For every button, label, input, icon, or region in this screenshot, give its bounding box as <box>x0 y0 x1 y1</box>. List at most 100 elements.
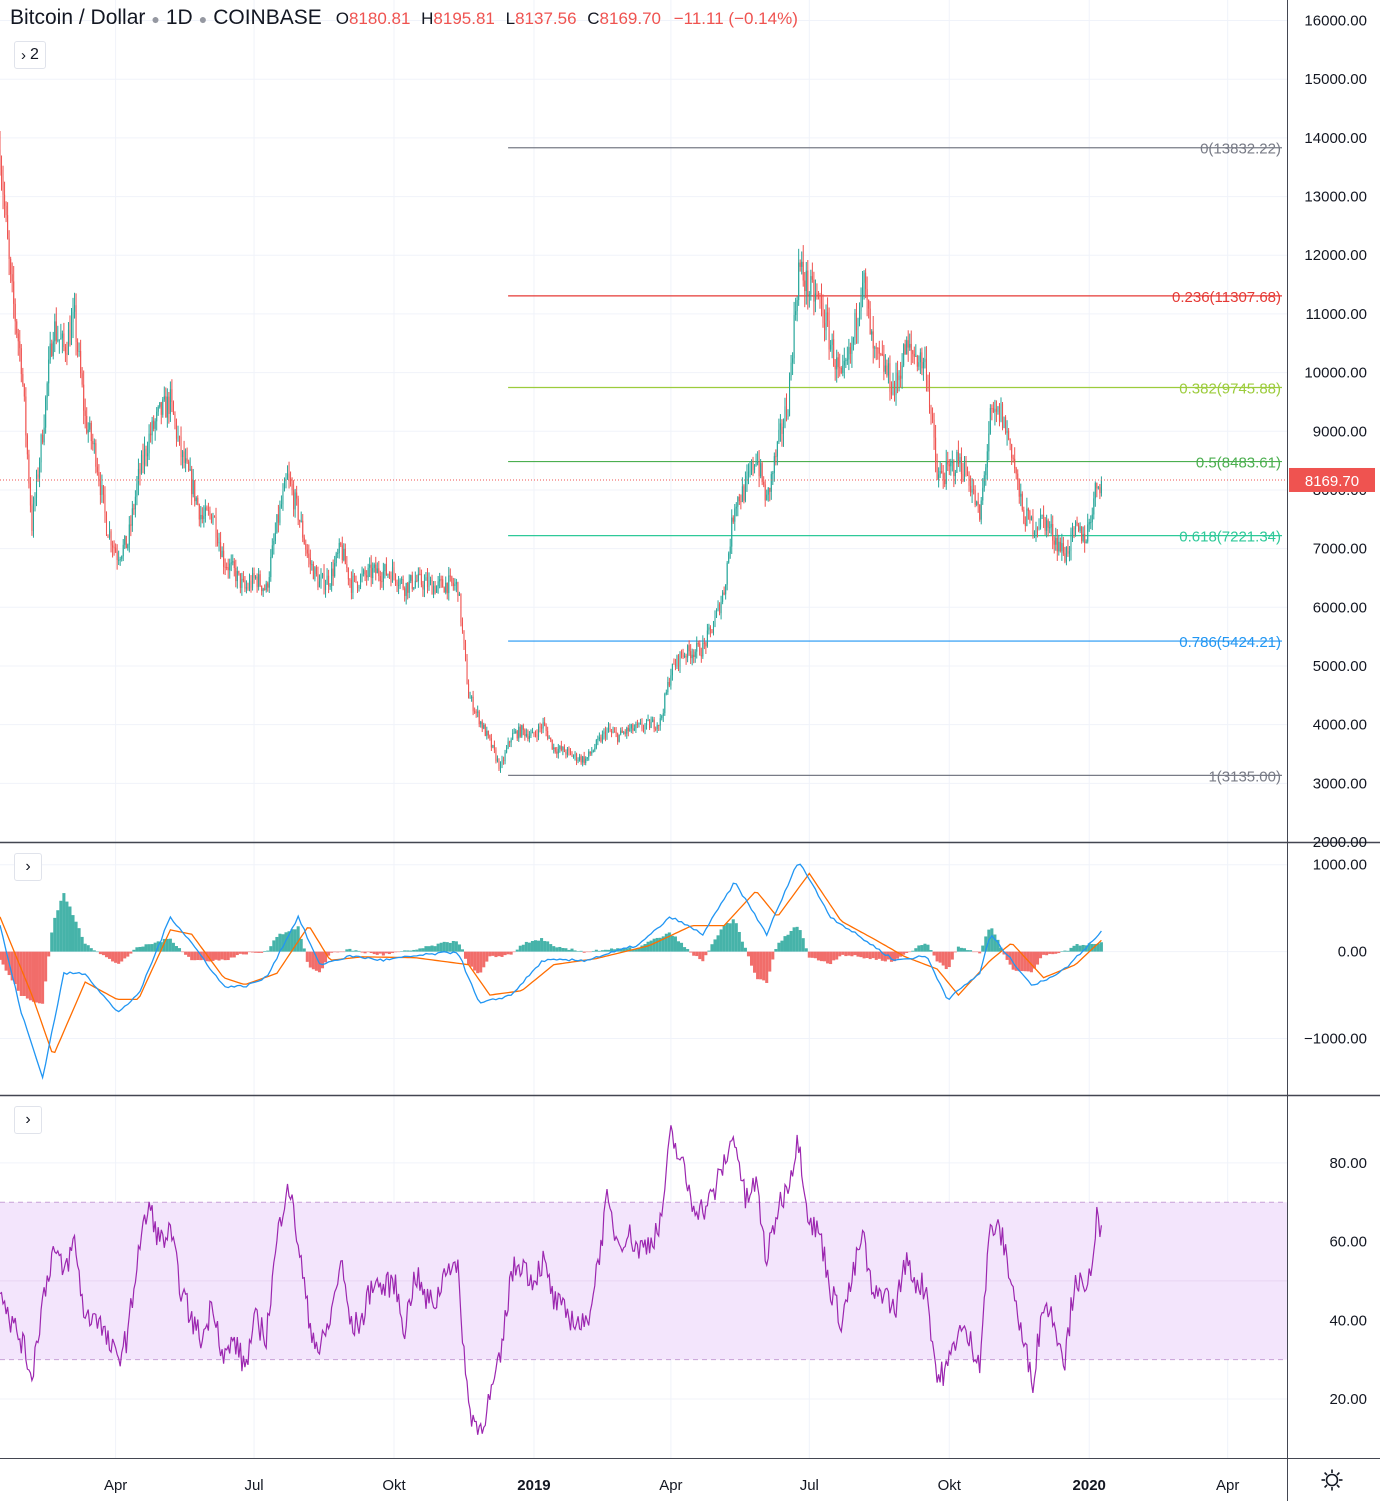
macd-histogram-bar <box>223 951 227 961</box>
candle <box>1023 506 1025 525</box>
candle-body <box>632 724 634 731</box>
candle <box>63 322 65 352</box>
candle <box>760 459 762 479</box>
macd-histogram-bar <box>247 951 252 953</box>
candle-body <box>1070 531 1072 552</box>
fibonacci-retracement[interactable]: 0(13832.22)0.236(11307.68)0.382(9745.88)… <box>508 141 1282 786</box>
candle-body <box>271 545 273 557</box>
candle <box>548 735 550 739</box>
candle-body <box>150 433 152 436</box>
candle-body <box>147 453 149 457</box>
candle <box>436 585 438 593</box>
candle <box>986 444 988 480</box>
rsi-legend-toggle-button[interactable]: › <box>14 1106 42 1134</box>
macd-histogram-bar <box>108 951 112 959</box>
candle <box>213 515 216 518</box>
candle <box>69 315 71 347</box>
candle <box>656 722 658 733</box>
candle <box>239 573 241 594</box>
candle <box>347 567 349 586</box>
candle-body <box>338 542 340 554</box>
candle-body <box>577 760 579 762</box>
candle-body <box>1008 430 1010 440</box>
candle <box>600 734 602 743</box>
candle <box>233 558 235 577</box>
symbol-legend[interactable]: Bitcoin / Dollar ● 1D ● COINBASE O8180.8… <box>10 6 798 30</box>
candle-body <box>554 747 556 752</box>
candle-body <box>464 643 467 659</box>
macd-histogram-bar <box>829 951 833 965</box>
time-axis[interactable]: Apr Jul Okt 2019 Apr Jul Okt 2020 Apr <box>104 1477 1239 1494</box>
chart-settings-button[interactable] <box>1318 1466 1346 1494</box>
exchange-label: COINBASE <box>213 6 322 29</box>
candle <box>67 322 69 356</box>
candle <box>99 472 101 505</box>
candle-body <box>656 724 658 729</box>
candle <box>893 380 896 402</box>
candle-body <box>509 741 511 743</box>
candle-body <box>528 736 530 740</box>
candle-body <box>705 642 707 647</box>
candle <box>652 716 654 723</box>
candle <box>420 569 422 588</box>
macd-histogram-bar <box>135 947 139 952</box>
candle <box>480 720 482 728</box>
candle <box>89 416 91 433</box>
symbol-name[interactable]: Bitcoin / Dollar <box>10 6 146 29</box>
candle <box>624 729 626 737</box>
macd-histogram-bar <box>573 950 577 952</box>
candle-body <box>900 375 902 379</box>
candle <box>925 346 927 392</box>
candle <box>256 573 258 593</box>
interval-label[interactable]: 1D <box>165 6 193 29</box>
candle <box>32 496 35 538</box>
candle-body <box>854 312 856 338</box>
candle-body <box>321 573 324 577</box>
candle-body <box>139 468 141 474</box>
candle-body <box>857 318 859 331</box>
candle-body <box>956 452 958 473</box>
candle <box>837 351 839 379</box>
macd-histogram-bar <box>704 951 708 956</box>
candle <box>909 333 911 351</box>
indicators-toggle-button[interactable]: › 2 <box>14 41 46 69</box>
candle-body <box>507 741 509 749</box>
time-axis-label: Jul <box>244 1477 263 1494</box>
candle <box>650 716 652 729</box>
candle-body <box>743 486 745 501</box>
candle-body <box>639 723 641 725</box>
candle <box>303 534 305 545</box>
candle <box>522 723 524 736</box>
candle-body <box>906 340 908 355</box>
candle-body <box>452 582 454 586</box>
candle <box>1055 527 1057 551</box>
candle-body <box>560 746 562 751</box>
macd-histogram-bar <box>588 951 592 953</box>
candle-body <box>17 333 19 342</box>
macd-histogram-bar <box>625 948 629 952</box>
candle-body <box>148 433 150 454</box>
candle-body <box>932 413 934 420</box>
candle-body <box>811 276 813 280</box>
candle-body <box>34 497 36 504</box>
candle-body <box>889 363 891 392</box>
candle <box>585 756 587 766</box>
candle <box>133 503 135 515</box>
macd-histogram-bar <box>1011 951 1015 970</box>
macd-histogram-bar <box>552 946 556 952</box>
candle-body <box>391 567 394 583</box>
price-axis[interactable]: 16000.0015000.0014000.0013000.0012000.00… <box>1289 13 1375 1408</box>
macd-histogram-bar <box>126 951 130 957</box>
candle <box>810 269 812 301</box>
macd-histogram-bar <box>1017 951 1021 972</box>
candle <box>253 567 255 584</box>
time-axis-label: 2019 <box>517 1477 550 1494</box>
macd-histogram-bar <box>251 951 255 953</box>
candle-body <box>472 696 474 712</box>
macd-legend-toggle-button[interactable]: › <box>14 853 42 881</box>
candle-body <box>101 485 103 495</box>
candle-body <box>823 322 826 331</box>
candle-body <box>1073 527 1075 530</box>
candle <box>862 270 864 308</box>
